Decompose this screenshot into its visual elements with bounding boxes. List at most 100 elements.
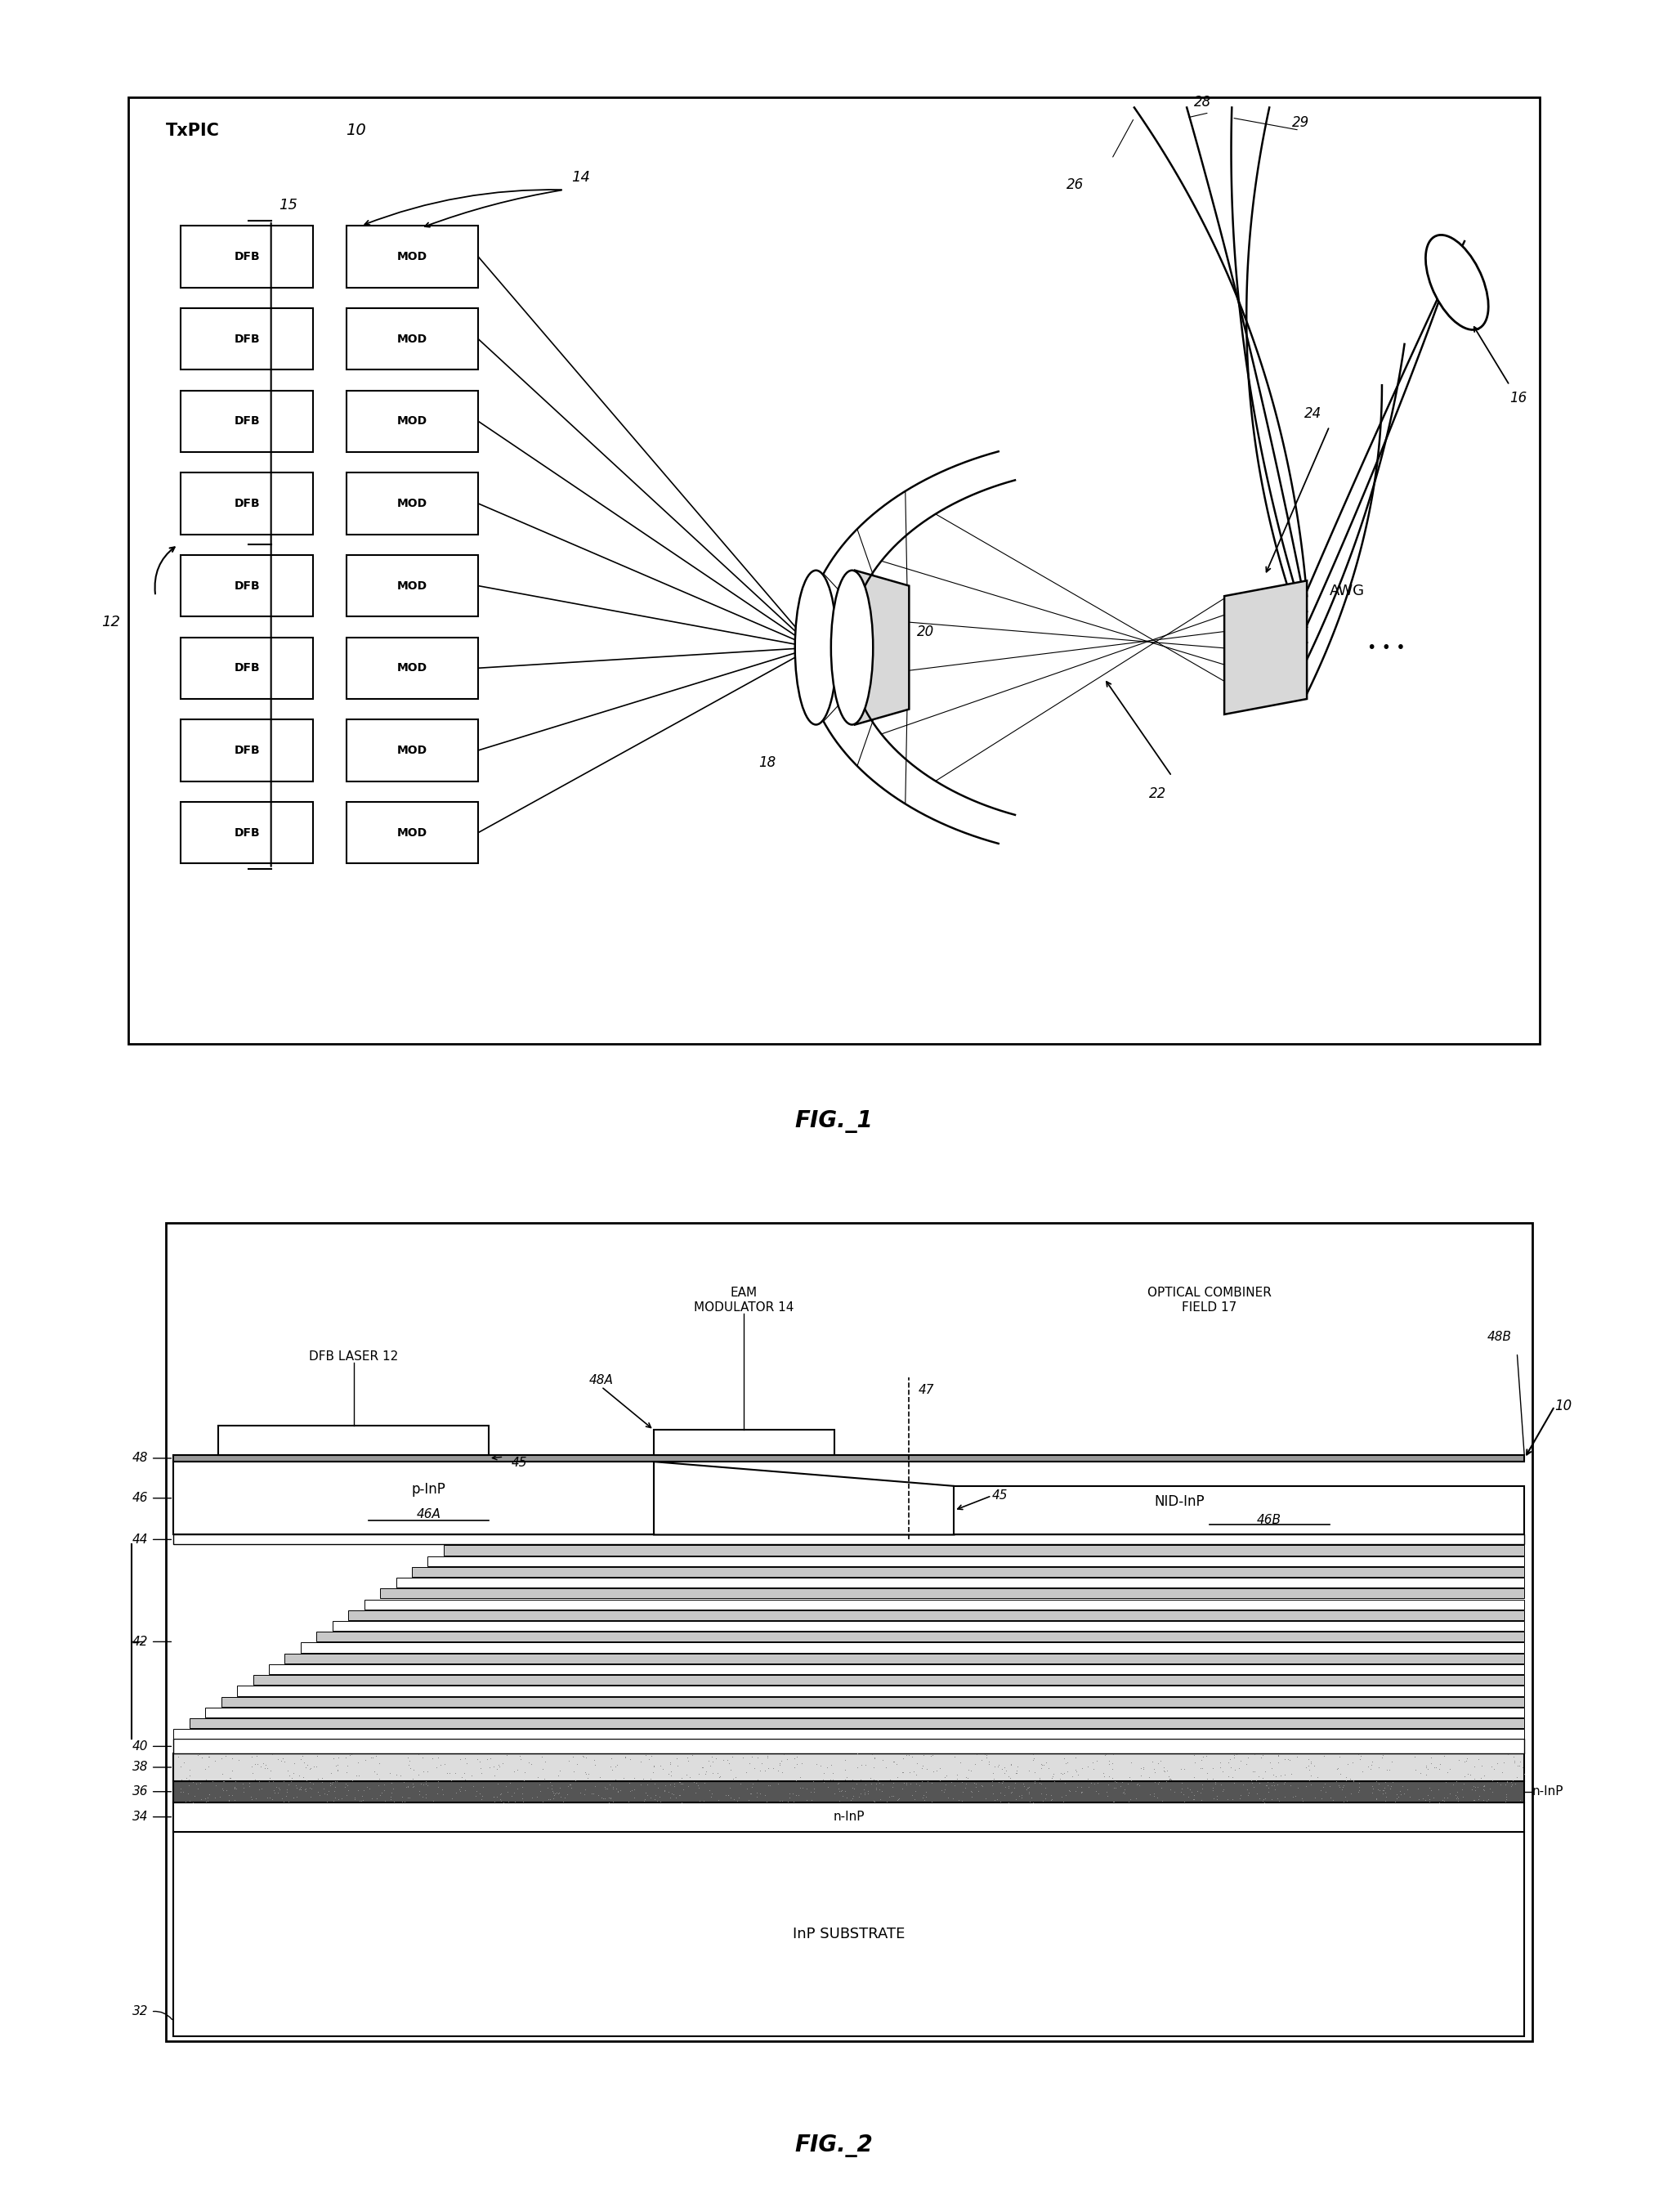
- Point: [1358, 1747, 1384, 1783]
- Point: [641, 1747, 667, 1783]
- Bar: [285, 1652, 1525, 1663]
- Ellipse shape: [1426, 234, 1488, 330]
- Bar: [182, 719, 314, 781]
- Point: [1371, 1770, 1398, 1805]
- Polygon shape: [1224, 582, 1308, 714]
- Point: [195, 1739, 222, 1774]
- Point: [736, 1783, 762, 1818]
- Point: [369, 1774, 395, 1809]
- Polygon shape: [654, 1462, 954, 1535]
- Point: [224, 1772, 250, 1807]
- Point: [1334, 1747, 1361, 1783]
- Point: [1188, 1783, 1214, 1818]
- Point: [804, 1747, 831, 1783]
- Point: [686, 1770, 712, 1805]
- Point: [1096, 1743, 1123, 1778]
- Point: [1461, 1747, 1488, 1783]
- Point: [1019, 1785, 1046, 1820]
- Point: [193, 1761, 220, 1796]
- Point: [400, 1767, 427, 1803]
- Point: [170, 1774, 197, 1809]
- Text: EAM
MODULATOR 14: EAM MODULATOR 14: [694, 1287, 794, 1314]
- Point: [1144, 1781, 1171, 1816]
- Point: [177, 1783, 203, 1818]
- Point: [1503, 1759, 1530, 1794]
- Point: [244, 1739, 270, 1774]
- Point: [704, 1756, 731, 1792]
- Point: [284, 1770, 310, 1805]
- Text: 20: 20: [917, 624, 934, 639]
- Point: [279, 1761, 305, 1796]
- Point: [1426, 1785, 1453, 1820]
- Point: [275, 1767, 302, 1803]
- Point: [239, 1739, 265, 1774]
- Bar: [349, 1610, 1525, 1619]
- Point: [1258, 1781, 1284, 1816]
- Point: [409, 1765, 435, 1801]
- Point: [425, 1763, 452, 1798]
- Point: [304, 1739, 330, 1774]
- Point: [480, 1778, 507, 1814]
- Point: [1418, 1772, 1444, 1807]
- Point: [559, 1770, 585, 1805]
- Point: [1313, 1774, 1339, 1809]
- Bar: [347, 555, 479, 617]
- Bar: [167, 1223, 1533, 2042]
- Point: [872, 1783, 899, 1818]
- Point: [1511, 1774, 1538, 1809]
- Point: [1099, 1745, 1126, 1781]
- Point: [1221, 1739, 1248, 1774]
- Point: [1463, 1772, 1490, 1807]
- Point: [826, 1774, 852, 1809]
- Bar: [219, 1427, 489, 1455]
- Point: [669, 1765, 696, 1801]
- Point: [926, 1763, 952, 1798]
- Point: [305, 1761, 332, 1796]
- Point: [1264, 1745, 1291, 1781]
- Point: [287, 1770, 314, 1805]
- Point: [1258, 1767, 1284, 1803]
- Point: [617, 1741, 644, 1776]
- Point: [861, 1741, 887, 1776]
- Point: [1326, 1739, 1353, 1774]
- Point: [1371, 1783, 1398, 1818]
- Point: [1358, 1752, 1384, 1787]
- Point: [1251, 1785, 1278, 1820]
- Point: [914, 1763, 941, 1798]
- Point: [594, 1770, 620, 1805]
- Point: [716, 1745, 742, 1781]
- Point: [744, 1778, 771, 1814]
- Point: [1364, 1772, 1391, 1807]
- Point: [485, 1750, 512, 1785]
- Point: [1328, 1772, 1354, 1807]
- Point: [979, 1763, 1006, 1798]
- Point: [1506, 1743, 1533, 1778]
- Point: [405, 1756, 432, 1792]
- Point: [1249, 1761, 1276, 1796]
- Point: [986, 1765, 1012, 1801]
- Text: OPTICAL COMBINER
FIELD 17: OPTICAL COMBINER FIELD 17: [1148, 1287, 1271, 1314]
- Point: [664, 1747, 691, 1783]
- Point: [1249, 1736, 1276, 1772]
- Point: [774, 1741, 801, 1776]
- Point: [1413, 1750, 1439, 1785]
- Point: [1323, 1763, 1349, 1798]
- Point: [769, 1754, 796, 1790]
- Point: [697, 1778, 724, 1814]
- Point: [1151, 1750, 1178, 1785]
- Point: [1151, 1752, 1178, 1787]
- Point: [771, 1736, 797, 1772]
- Point: [1461, 1770, 1488, 1805]
- Point: [879, 1770, 906, 1805]
- Point: [264, 1774, 290, 1809]
- Point: [889, 1772, 916, 1807]
- Point: [869, 1774, 896, 1809]
- Point: [764, 1765, 791, 1801]
- Point: [1029, 1783, 1056, 1818]
- Point: [992, 1770, 1019, 1805]
- Point: [832, 1774, 859, 1809]
- Point: [1054, 1754, 1081, 1790]
- Point: [192, 1752, 219, 1787]
- Point: [674, 1756, 701, 1792]
- Point: [1002, 1752, 1029, 1787]
